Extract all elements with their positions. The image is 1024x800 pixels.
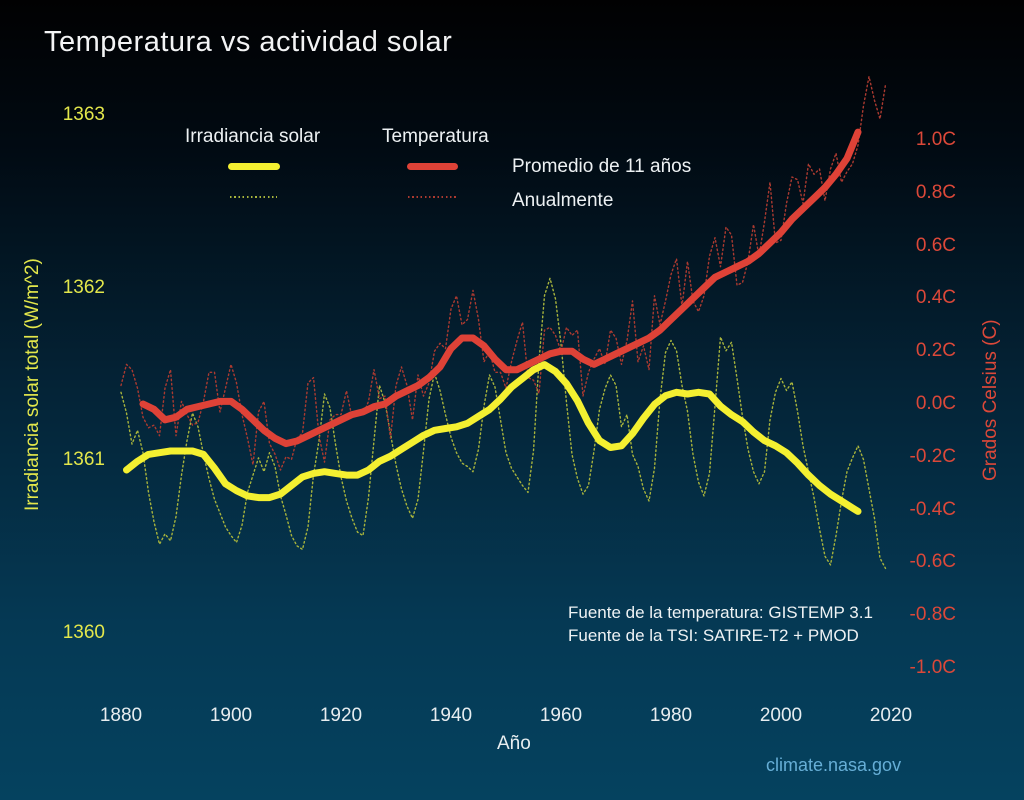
legend-label-annual: Anualmente: [512, 190, 614, 211]
y-tick-right: 0.6C: [915, 235, 956, 256]
y-tick-right: 0.8C: [915, 182, 956, 203]
legend-label-smoothed: Promedio de 11 años: [512, 156, 692, 177]
y-tick-right: -0.6C: [909, 551, 956, 572]
x-axis-title: Año: [497, 733, 531, 754]
page-title: Temperatura vs actividad solar: [44, 26, 453, 58]
legend-swatch-tsi-annual: [230, 196, 277, 198]
y-tick-left: 1361: [62, 449, 105, 470]
tsi_smoothed-line: [123, 361, 862, 515]
y-axis-title-left: Irradiancia solar total (W/m^2): [22, 258, 43, 512]
legend-swatch-temp-smoothed: [407, 163, 458, 170]
y-tick-right: -0.2C: [909, 446, 956, 467]
y-tick-right: -1.0C: [909, 657, 956, 678]
x-tick: 2020: [869, 705, 913, 726]
x-tick: 1920: [319, 705, 363, 726]
y-tick-left: 1362: [62, 277, 105, 298]
y-tick-right: 0.0C: [915, 393, 956, 414]
y-tick-right: -0.8C: [909, 604, 956, 625]
legend-heading-irradiance: Irradiancia solar: [185, 126, 321, 147]
source-tsi: Fuente de la TSI: SATIRE-T2 + PMOD: [568, 626, 859, 645]
y-axis-title-right: Grados Celsius (C): [980, 319, 1001, 481]
y-tick-left: 1360: [62, 622, 105, 643]
tsi_annual-line: [120, 277, 887, 570]
y-tick-right: 1.0C: [915, 129, 956, 150]
x-tick: 1960: [539, 705, 583, 726]
watermark-link: climate.nasa.gov: [766, 755, 902, 775]
source-temperature: Fuente de la temperatura: GISTEMP 3.1: [568, 603, 873, 622]
x-tick: 1980: [649, 705, 693, 726]
legend-swatch-temp-annual: [408, 196, 457, 198]
legend-swatch-tsi-smoothed: [228, 163, 280, 170]
y-tick-right: 0.2C: [915, 340, 956, 361]
legend-heading-temperature: Temperatura: [382, 126, 489, 147]
y-tick-right: 0.4C: [915, 287, 956, 308]
x-tick: 1880: [99, 705, 143, 726]
x-tick: 1900: [209, 705, 253, 726]
x-tick: 1940: [429, 705, 473, 726]
y-tick-right: -0.4C: [909, 499, 956, 520]
y-tick-left: 1363: [62, 104, 105, 125]
x-tick: 2000: [759, 705, 803, 726]
temp_smoothed-line: [139, 128, 862, 448]
